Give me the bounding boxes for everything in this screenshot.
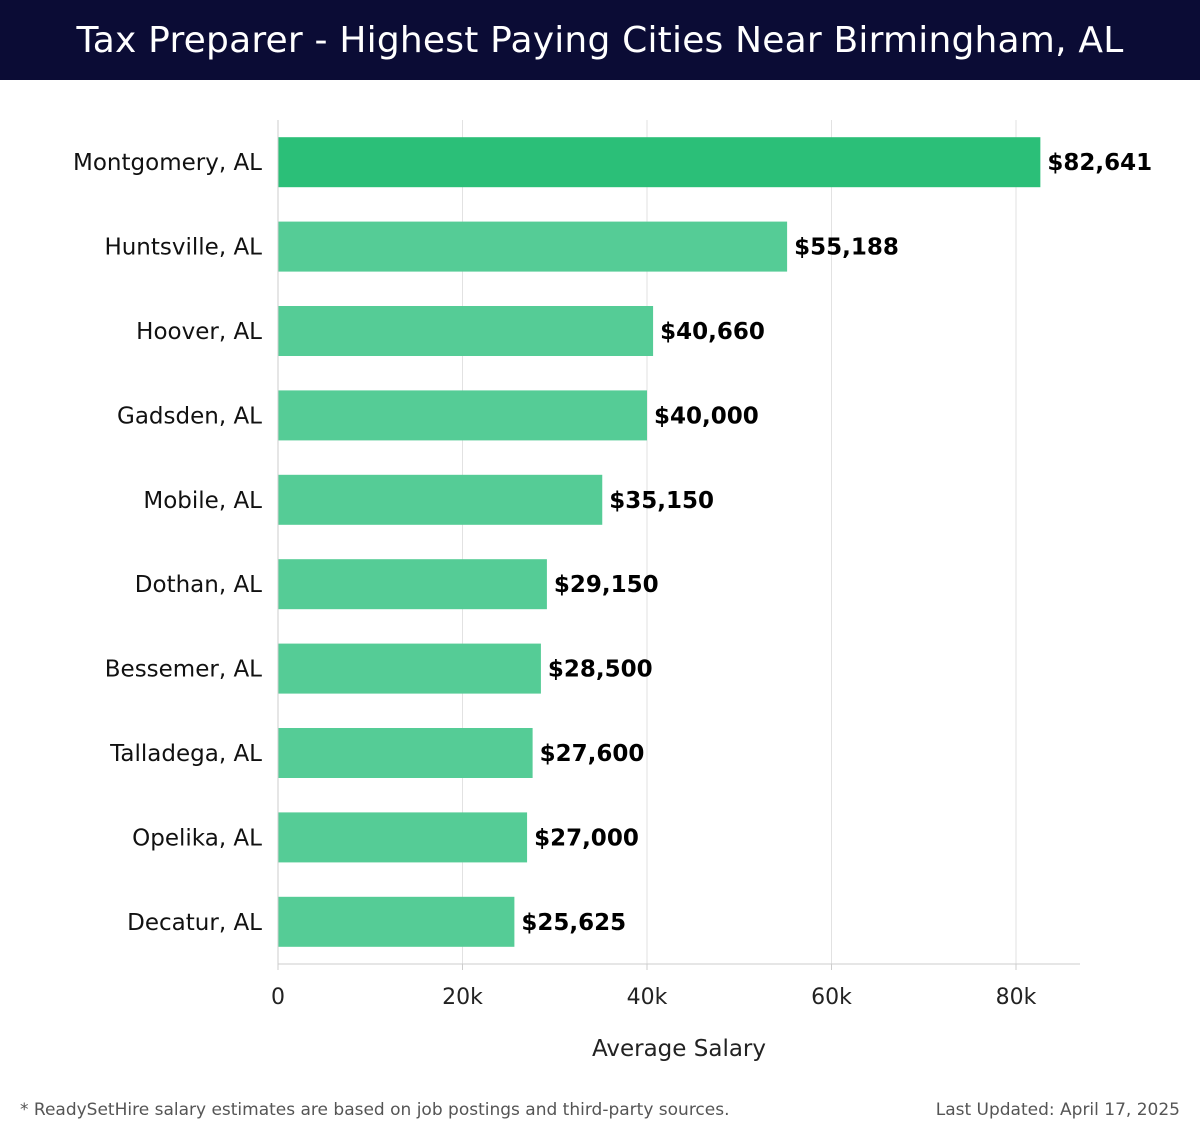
bar [278,306,654,356]
value-label: $40,660 [660,319,765,345]
value-label: $82,641 [1047,150,1152,176]
footer-note: * ReadySetHire salary estimates are base… [20,1100,730,1120]
category-label: Decatur, AL [127,910,262,936]
x-tick-label: 60k [811,985,852,1010]
bar [278,643,541,694]
last-updated: Last Updated: April 17, 2025 [935,1100,1180,1120]
category-label: Talladega, AL [109,741,262,767]
value-labels: $82,641 $55,188 $40,660 $40,000 $35,150 $29,1… [521,150,1152,936]
bar [278,559,547,610]
salary-bar-chart: Montgomery, AL Huntsville, AL Hoover, AL Ga… [73,120,1152,1062]
bars [278,137,1041,947]
bar [278,474,603,525]
x-axis: 0 20k 40k 60k 80k [271,120,1080,1010]
chart-header: Tax Preparer - Highest Paying Cities Nea… [0,0,1200,80]
value-label: $40,000 [654,403,759,429]
bar [278,390,647,441]
bar [278,812,528,863]
bar [278,221,788,272]
category-label: Hoover, AL [136,319,262,345]
chart-title: Tax Preparer - Highest Paying Cities Nea… [76,19,1124,61]
value-label: $27,600 [540,741,645,767]
category-label: Gadsden, AL [117,403,262,429]
value-label: $27,000 [534,825,639,851]
category-label: Huntsville, AL [104,235,262,261]
value-label: $28,500 [548,657,653,683]
x-tick-label: 0 [271,985,285,1010]
x-tick-label: 40k [627,985,668,1010]
value-label: $25,625 [521,910,626,936]
value-label: $29,150 [554,572,659,598]
bar [278,896,515,947]
category-label: Bessemer, AL [105,657,262,683]
category-labels: Montgomery, AL Huntsville, AL Hoover, AL Ga… [73,150,262,936]
bar [278,137,1041,188]
x-tick-label: 80k [996,985,1037,1010]
category-label: Dothan, AL [135,572,262,598]
category-label: Montgomery, AL [73,150,262,176]
bar [278,728,533,778]
category-label: Mobile, AL [143,488,262,514]
x-axis-label: Average Salary [592,1036,766,1062]
value-label: $35,150 [609,488,714,514]
category-label: Opelika, AL [132,825,262,851]
value-label: $55,188 [794,235,899,261]
x-tick-label: 20k [442,985,483,1010]
